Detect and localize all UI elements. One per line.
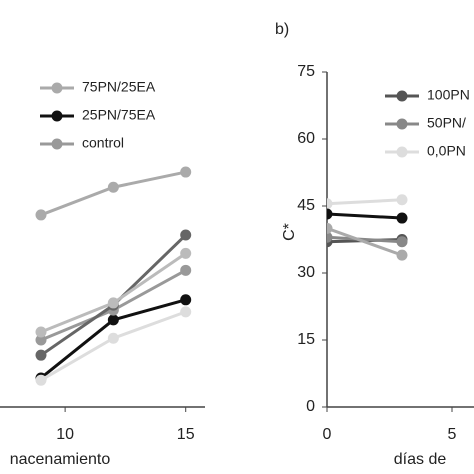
legend-label: 25PN/75EA: [82, 107, 156, 123]
point: [180, 229, 192, 241]
legend: 100PN 50PN/0,0PN: [385, 87, 470, 159]
point: [327, 231, 333, 243]
point: [180, 294, 192, 306]
y-tick-label: 60: [297, 130, 315, 147]
point: [35, 326, 47, 338]
legend-marker: [51, 138, 63, 150]
legend: 75PN/25EA 25PN/75EA control: [40, 79, 156, 151]
x-tick-label: 15: [177, 426, 195, 443]
point: [107, 181, 119, 193]
point: [180, 166, 192, 178]
y-tick-label: 15: [297, 331, 315, 348]
legend-marker: [396, 146, 408, 158]
x-axis-label: nacenamiento: [10, 451, 111, 468]
point: [327, 208, 333, 220]
y-tick-label: 0: [306, 398, 315, 415]
legend-label: 0,0PN: [427, 143, 466, 159]
series-line: [327, 235, 403, 244]
point: [35, 349, 47, 361]
plot: [35, 166, 192, 386]
x-tick-label: 5: [448, 426, 457, 443]
point: [35, 334, 47, 346]
point: [180, 264, 192, 276]
point: [35, 374, 47, 386]
series-line: [40, 170, 187, 217]
x-tick-label: 0: [323, 426, 332, 443]
point: [327, 198, 333, 210]
series-line: [327, 198, 403, 206]
x-tick-label: 10: [56, 426, 74, 443]
y-axis-label: C*: [281, 223, 298, 241]
panel-title: b): [275, 21, 289, 38]
point: [107, 297, 119, 309]
plot: [327, 194, 408, 261]
y-tick-label: 75: [297, 63, 315, 80]
series-line: [327, 226, 403, 257]
point: [396, 212, 408, 224]
point: [180, 247, 192, 259]
legend-label: 75PN/25EA: [82, 79, 156, 95]
point: [396, 236, 408, 248]
point: [180, 306, 192, 318]
point: [396, 249, 408, 261]
y-tick-label: 30: [297, 264, 315, 281]
legend-marker: [396, 90, 408, 102]
point: [327, 222, 333, 234]
legend-label: control: [82, 135, 124, 151]
point: [35, 209, 47, 221]
x-axis-label: días de: [394, 451, 447, 468]
series-line: [327, 212, 403, 220]
point: [107, 314, 119, 326]
legend-marker: [51, 110, 63, 122]
legend-marker: [396, 118, 408, 130]
point: [396, 194, 408, 206]
point: [107, 332, 119, 344]
legend-label: 50PN/: [427, 115, 466, 131]
y-tick-label: 45: [297, 197, 315, 214]
legend-marker: [51, 82, 63, 94]
legend-label: 100PN: [427, 87, 470, 103]
